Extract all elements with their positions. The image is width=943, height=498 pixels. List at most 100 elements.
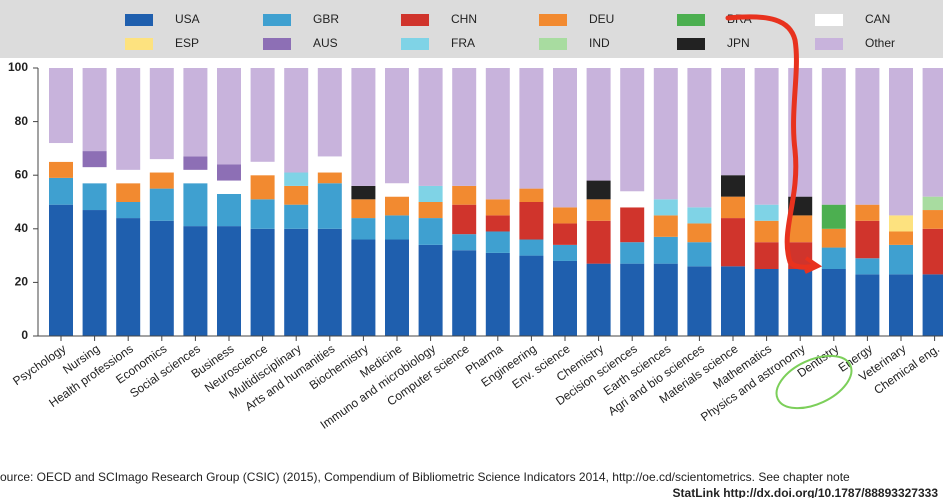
bar-segment <box>217 193 241 227</box>
legend-label: AUS <box>313 36 338 50</box>
bar-segment <box>553 68 577 208</box>
bar-segment <box>687 242 712 267</box>
bar-segment <box>317 183 342 229</box>
bar-segment <box>485 215 510 232</box>
bar-segment <box>754 220 779 243</box>
bar-segment <box>116 218 141 336</box>
bar-segment <box>855 204 880 221</box>
bar-segment <box>351 185 376 200</box>
bar-segment <box>317 228 342 336</box>
bar-segment <box>452 68 477 186</box>
bar-segment <box>183 169 208 184</box>
bar-segment <box>821 247 846 269</box>
bar-segment <box>250 68 275 162</box>
legend-swatch <box>539 38 567 50</box>
bar-segment <box>183 156 208 170</box>
bar-segment <box>385 183 409 197</box>
bar-segment <box>586 263 611 336</box>
bar-segment <box>889 215 913 232</box>
bar-segment <box>754 204 779 221</box>
legend-label: JPN <box>727 36 750 50</box>
bar-segment <box>922 68 943 197</box>
bar-segment <box>183 226 208 336</box>
bar-segment <box>452 185 477 205</box>
bar-segment <box>687 207 712 224</box>
bar-segment <box>49 143 73 162</box>
bar-segment <box>855 258 880 275</box>
bar-segment <box>553 244 577 261</box>
bar-segment <box>418 218 443 245</box>
bar-segment <box>889 274 913 336</box>
bar-segment <box>519 255 544 336</box>
bar-segment <box>317 172 342 184</box>
bar-segment <box>82 167 107 184</box>
bar-segment <box>586 180 611 200</box>
legend-swatch <box>263 38 291 50</box>
bar-segment <box>821 269 846 336</box>
bar-segment <box>519 68 544 189</box>
bar-segment <box>653 236 678 264</box>
bar-segment <box>620 191 645 208</box>
bar-segment <box>149 159 174 173</box>
bar-segment <box>653 68 678 200</box>
bar-segment <box>183 68 208 157</box>
bar-segment <box>418 202 443 219</box>
legend-label: Other <box>865 36 895 50</box>
bar-segment <box>418 68 443 186</box>
bar-segment <box>754 68 779 205</box>
bar-segment <box>553 207 577 224</box>
bar-segment <box>519 202 544 240</box>
bar-segment <box>183 183 208 227</box>
bar-segment <box>721 266 745 336</box>
bar-segment <box>351 239 376 336</box>
legend-label: CAN <box>865 12 890 26</box>
bar-segment <box>788 269 813 336</box>
legend-label: GBR <box>313 12 339 26</box>
bar-segment <box>385 68 409 184</box>
legend-label: CHN <box>451 12 477 26</box>
y-tick-label: 40 <box>15 221 29 235</box>
bar-segment <box>351 68 376 186</box>
source-note: ource: OECD and SCImago Research Group (… <box>0 470 850 484</box>
bar-segment <box>821 204 846 229</box>
y-tick-label: 20 <box>15 275 29 289</box>
bar-segment <box>485 199 510 216</box>
bar-segment <box>149 68 174 160</box>
bar-segment <box>922 228 943 275</box>
bar-segment <box>82 210 107 336</box>
legend-swatch <box>677 38 705 50</box>
bar-segment <box>519 239 544 256</box>
bar-segment <box>452 204 477 235</box>
bar-segment <box>485 68 510 200</box>
bar-segment <box>519 188 544 202</box>
bar-segment <box>418 185 443 202</box>
bar-segment <box>317 156 342 173</box>
bar-segment <box>351 199 376 219</box>
bar-segment <box>922 274 943 336</box>
bar-segment <box>620 263 645 336</box>
bar-segment <box>452 250 477 336</box>
legend-label: IND <box>589 36 610 50</box>
bar-segment <box>116 202 141 219</box>
legend-swatch <box>401 38 429 50</box>
bar-segment <box>553 260 577 336</box>
bar-segment <box>922 210 943 229</box>
bar-segment <box>284 68 309 173</box>
legend-label: FRA <box>451 36 475 50</box>
bar-segment <box>250 228 275 336</box>
bar-segment <box>721 175 745 197</box>
bar-segment <box>385 196 409 216</box>
bar-segment <box>284 204 309 229</box>
bar-segment <box>284 228 309 336</box>
bar-segment <box>317 68 342 157</box>
bar-segment <box>855 220 880 259</box>
legend-swatch <box>125 14 153 26</box>
legend-swatch <box>677 14 705 26</box>
y-tick-label: 0 <box>21 328 28 342</box>
bar-segment <box>217 180 241 194</box>
bar-segment <box>116 68 141 170</box>
legend-swatch <box>125 38 153 50</box>
bar-segment <box>620 207 645 243</box>
